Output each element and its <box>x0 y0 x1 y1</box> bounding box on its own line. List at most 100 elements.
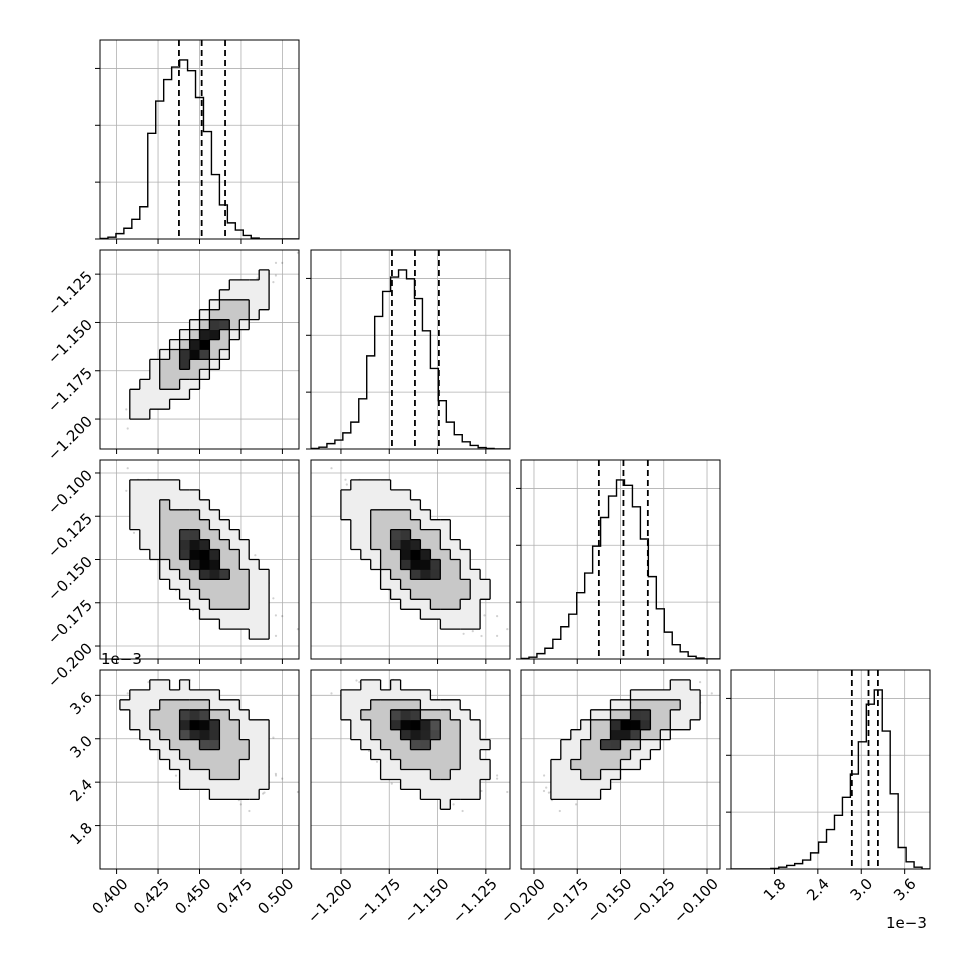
density-cell <box>229 309 240 321</box>
sample-point <box>125 489 128 492</box>
density-cell <box>159 369 171 380</box>
density-cell <box>229 289 240 301</box>
density-cell <box>219 299 230 311</box>
density-cell <box>199 339 210 350</box>
density-cell <box>129 389 141 400</box>
density-cell <box>209 359 220 370</box>
contour-line-1 <box>178 319 230 371</box>
density-cell <box>249 289 260 301</box>
density-cell <box>199 349 210 360</box>
density-cell <box>209 299 220 311</box>
panel-content <box>100 250 299 449</box>
density-cell <box>159 389 171 400</box>
panel-content <box>311 250 510 449</box>
sample-point <box>281 261 284 264</box>
histogram-step <box>100 59 299 239</box>
contour-panel <box>95 249 300 454</box>
sample-point <box>274 274 277 277</box>
density-cell <box>249 279 260 291</box>
density-cell <box>129 409 141 420</box>
sample-point <box>274 261 278 264</box>
density-cell <box>159 349 171 360</box>
histogram-panel <box>306 249 511 454</box>
density-cell <box>189 359 200 370</box>
density-cell <box>129 399 141 410</box>
contour-panel <box>95 451 300 664</box>
density-cell <box>259 269 270 281</box>
density-cell <box>179 379 190 390</box>
contour-line-2 <box>159 299 250 390</box>
sample-point <box>132 531 136 534</box>
density-cell <box>139 379 151 390</box>
density-cell <box>179 339 190 350</box>
density-cell <box>229 299 240 311</box>
density-cell <box>229 329 240 340</box>
panel-frame <box>310 249 511 450</box>
sample-point <box>154 451 156 453</box>
density-cell <box>179 349 190 360</box>
density-cell <box>219 349 230 360</box>
sample-point <box>274 634 278 638</box>
density-cell <box>219 339 230 350</box>
density-cell <box>229 279 240 291</box>
density-cell <box>179 359 190 370</box>
density-cell <box>219 309 230 321</box>
sample-point <box>256 277 259 280</box>
panel-content <box>100 40 299 239</box>
density-cell <box>149 379 161 390</box>
density-cell <box>179 369 190 380</box>
density-cell <box>149 399 161 410</box>
density-cell <box>149 389 161 400</box>
density-cell <box>179 389 190 400</box>
density-cell <box>259 299 270 311</box>
density-cell <box>219 319 230 330</box>
density-cell <box>199 369 210 380</box>
density-cell <box>169 369 180 380</box>
density-cell <box>139 389 151 400</box>
histogram-step <box>311 269 510 449</box>
density-cell <box>199 329 210 340</box>
density-cell <box>239 289 250 301</box>
density-cell <box>139 399 151 410</box>
density-cell <box>199 319 210 330</box>
density-cell <box>249 299 260 311</box>
sample-point <box>274 614 277 617</box>
density-cell <box>159 359 171 370</box>
sample-point <box>296 251 299 254</box>
density-cell <box>259 279 270 291</box>
sample-point <box>272 281 275 284</box>
density-cell <box>189 349 200 360</box>
density-cell <box>229 319 240 330</box>
sample-point <box>126 427 129 430</box>
density-cell <box>219 329 230 340</box>
density-cell <box>189 329 200 340</box>
sample-point <box>126 467 129 470</box>
density-cell <box>169 349 180 360</box>
density-cell <box>209 349 220 360</box>
histogram-panel <box>95 39 300 244</box>
density-cell <box>239 279 250 291</box>
density-cell <box>149 369 161 380</box>
density-cell <box>149 359 161 370</box>
sample-point <box>125 408 128 411</box>
density-cell <box>159 399 171 410</box>
density-cell <box>209 339 220 350</box>
density-cell <box>249 309 260 321</box>
panel-content <box>100 451 299 659</box>
density-cell <box>189 339 200 350</box>
density-cell <box>209 309 220 321</box>
sample-point <box>254 554 257 557</box>
density-cell <box>239 319 250 330</box>
density-cell <box>189 379 200 390</box>
density-cell <box>189 369 200 380</box>
density-cell <box>219 289 230 301</box>
density-cell <box>179 329 190 340</box>
contour-line-3 <box>129 269 270 420</box>
sample-point <box>281 615 284 618</box>
density-cell <box>139 409 151 420</box>
density-cell <box>159 379 171 390</box>
density-cell <box>259 289 270 301</box>
density-cell <box>239 299 250 311</box>
density-cell <box>209 329 220 340</box>
